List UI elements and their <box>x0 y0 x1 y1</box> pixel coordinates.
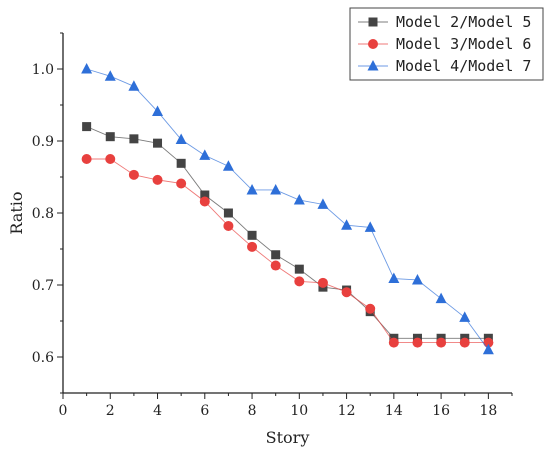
data-point <box>223 208 233 218</box>
axes: 0 2 4 6 8 10 12 14 16 18 0.6 0.7 0.8 0.9 1.0 <box>32 32 513 419</box>
data-point <box>341 287 352 298</box>
data-point <box>411 273 423 285</box>
legend-label: Model 3/Model 6 <box>396 35 531 53</box>
data-point <box>176 158 186 168</box>
series-line <box>86 126 489 339</box>
data-point <box>199 196 210 207</box>
data-point <box>129 134 139 144</box>
data-point <box>247 230 257 240</box>
data-point <box>270 183 282 195</box>
data-point <box>293 194 305 205</box>
x-tick-label: 12 <box>338 403 356 419</box>
y-tick-label: 0.8 <box>32 206 54 222</box>
legend-label: Model 4/Model 7 <box>396 57 531 75</box>
data-point <box>365 303 376 314</box>
data-point <box>81 154 92 164</box>
x-tick-label: 14 <box>385 403 403 419</box>
data-point <box>364 221 376 232</box>
x-tick-label: 10 <box>290 403 308 419</box>
series-line <box>86 158 489 344</box>
series-2 <box>81 154 494 348</box>
data-point <box>152 174 163 185</box>
y-axis-title: Ratio <box>7 191 26 234</box>
data-point <box>482 343 494 355</box>
data-point <box>152 105 164 116</box>
series-1 <box>82 122 493 343</box>
y-tick-label: 0.6 <box>32 350 54 366</box>
data-point <box>294 264 304 274</box>
data-point <box>153 138 163 148</box>
data-point <box>82 122 92 132</box>
y-tick-label: 0.9 <box>32 134 54 150</box>
x-tick-label: 4 <box>153 403 162 419</box>
x-tick-label: 16 <box>432 403 450 419</box>
data-point <box>270 260 281 271</box>
data-point <box>247 241 258 252</box>
data-point <box>435 292 447 304</box>
data-point <box>200 190 210 200</box>
data-point <box>459 311 471 322</box>
data-point <box>175 133 187 145</box>
data-point <box>388 337 399 348</box>
data-point <box>294 276 305 287</box>
x-tick-label: 0 <box>59 403 68 419</box>
y-tick-label: 1.0 <box>32 62 54 78</box>
data-point <box>105 132 115 142</box>
data-point <box>104 70 116 81</box>
data-point <box>483 337 494 348</box>
data-point <box>176 178 187 189</box>
data-point <box>459 337 470 348</box>
legend-label: Model 2/Model 5 <box>396 13 531 31</box>
series-layer <box>81 63 494 355</box>
data-point <box>222 160 234 171</box>
data-point <box>81 63 93 74</box>
legend-marker <box>368 39 378 49</box>
x-tick-label: 8 <box>248 403 257 419</box>
legend: Model 2/Model 5 Model 3/Model 6 Model 4/Mo… <box>349 7 544 81</box>
legend-marker <box>368 17 378 27</box>
series-3 <box>81 63 494 355</box>
data-point <box>128 80 140 91</box>
data-point <box>199 149 211 160</box>
x-tick-label: 18 <box>479 403 497 419</box>
data-point <box>271 250 281 260</box>
data-point <box>105 154 116 164</box>
y-tick-label: 0.7 <box>32 278 54 294</box>
data-point <box>223 220 234 231</box>
data-point <box>412 337 423 348</box>
data-point <box>388 272 400 284</box>
data-point <box>128 169 139 180</box>
data-point <box>436 337 447 348</box>
series-line <box>86 68 489 351</box>
data-point <box>317 198 329 209</box>
legend-marker <box>367 60 379 71</box>
data-point <box>341 219 353 230</box>
x-tick-label: 6 <box>200 403 209 419</box>
x-tick-label: 2 <box>106 403 115 419</box>
data-point <box>317 277 328 288</box>
data-point <box>246 183 258 195</box>
x-axis-title: Story <box>266 428 310 447</box>
